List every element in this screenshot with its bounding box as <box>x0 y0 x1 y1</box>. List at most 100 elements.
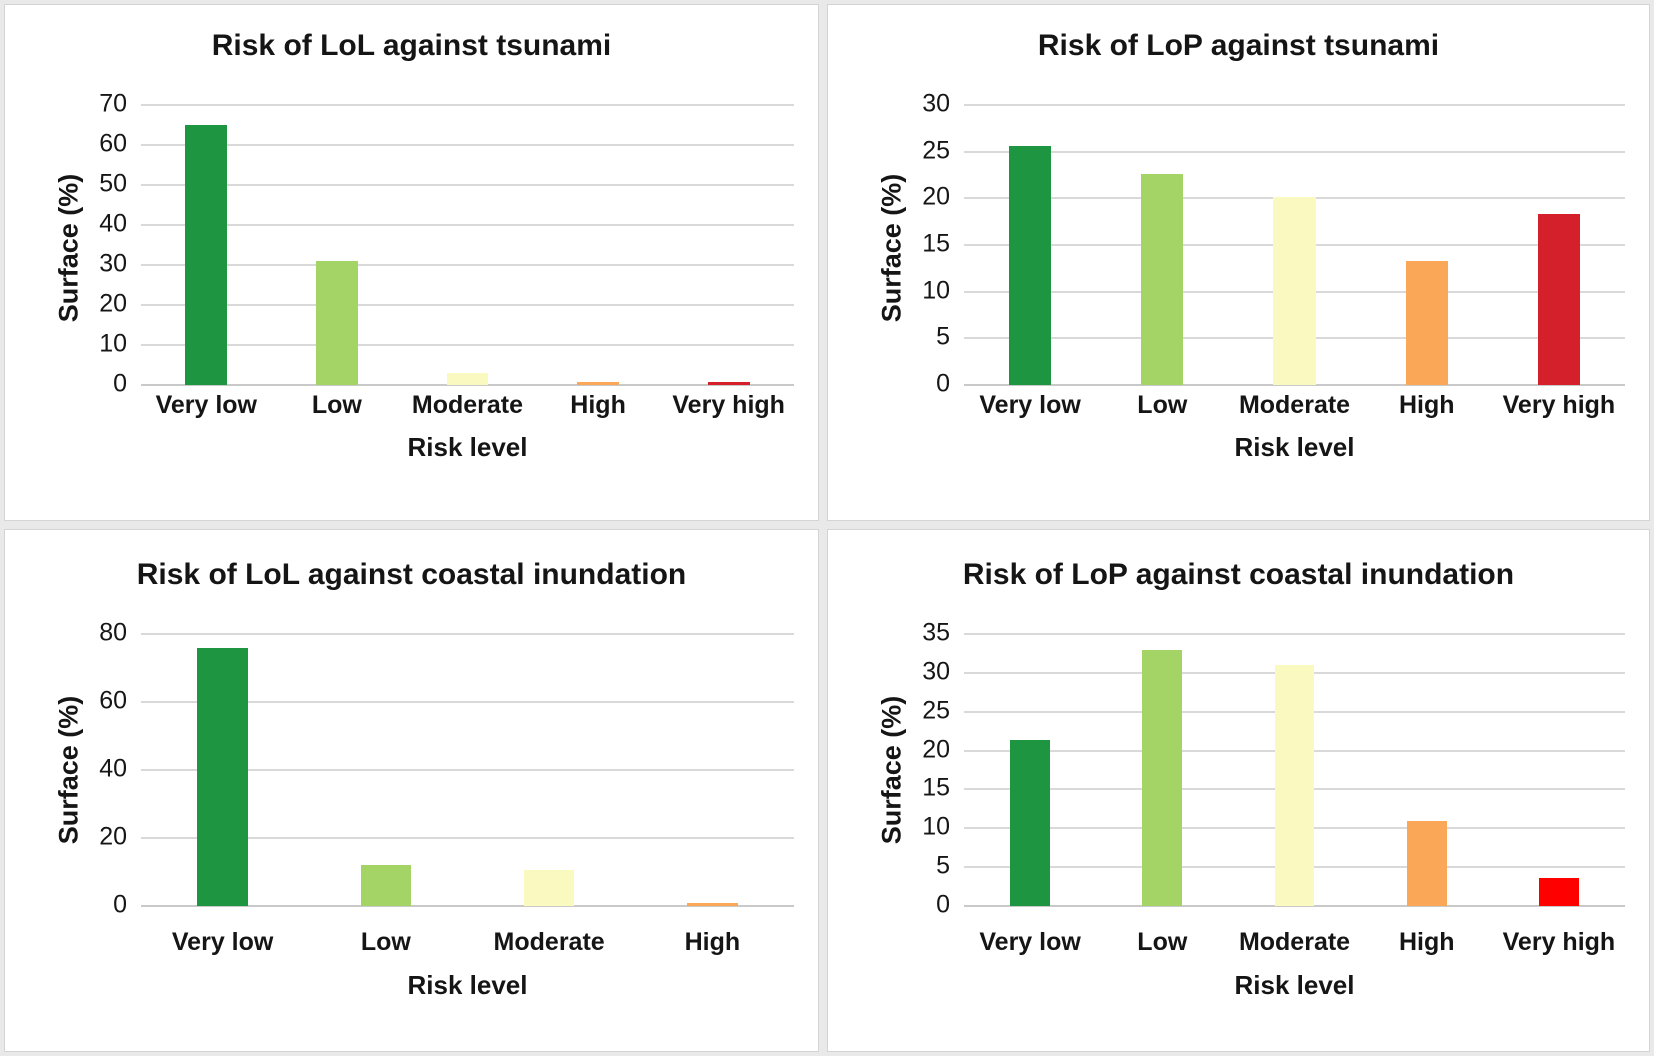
y-tick-label: 25 <box>922 696 950 725</box>
y-tick-label: 10 <box>922 812 950 841</box>
bar-high <box>1406 820 1447 906</box>
gridline-y-60 <box>141 701 794 703</box>
y-axis-title: Surface (%) <box>876 173 907 323</box>
x-axis-category-labels: Very low Low Moderate High <box>141 928 794 957</box>
bar-moderate <box>1273 197 1316 385</box>
y-tick-label: 40 <box>99 209 127 238</box>
x-axis-category-labels: Very low Low Moderate High Very high <box>964 928 1625 957</box>
x-category-label: Low <box>1137 928 1188 956</box>
y-tick-label: 20 <box>922 735 950 764</box>
plot-area: 0 20 40 60 80 <box>99 620 794 917</box>
bars-row <box>141 105 794 385</box>
y-axis-title: Surface (%) <box>53 695 84 845</box>
y-tick-label: 80 <box>99 618 127 647</box>
chart-panel-lop-coastal-inundation: Risk of LoP against coastal inundation S… <box>827 529 1650 1052</box>
bar-slot <box>304 634 467 906</box>
gridline-y-25 <box>964 150 1625 153</box>
bars-row <box>141 634 794 906</box>
y-tick-label: 0 <box>936 369 950 398</box>
x-category-label: Very high <box>1502 391 1616 419</box>
bar-slot <box>533 105 664 385</box>
bar-low <box>1141 174 1184 385</box>
bar-very-high <box>707 381 750 385</box>
gridline-y-80 <box>141 633 794 635</box>
bar-slot <box>141 105 272 385</box>
y-tick-label: 20 <box>99 822 127 851</box>
bar-moderate <box>446 373 489 385</box>
x-axis-title: Risk level <box>407 432 528 462</box>
x-category-label: Low <box>360 928 411 956</box>
bar-slot <box>1361 105 1493 385</box>
x-category-label: High <box>684 928 741 956</box>
y-tick-label: 5 <box>936 851 950 880</box>
y-tick-label: 60 <box>99 129 127 158</box>
gridline-y-10 <box>141 344 794 346</box>
bar-slot <box>631 634 794 906</box>
x-category-label: Moderate <box>493 928 605 956</box>
bar-very-low <box>1010 740 1050 906</box>
chart-title: Risk of LoP against coastal inundation <box>962 558 1515 591</box>
plot-area: 0 10 20 30 40 50 60 70 <box>99 91 794 396</box>
x-category-label: Very low <box>171 928 274 956</box>
x-axis-category-labels: Very low Low Moderate High Very high <box>141 391 794 420</box>
gridline-y-40 <box>141 224 794 226</box>
bar-low <box>1142 649 1183 906</box>
y-tick-label: 30 <box>922 657 950 686</box>
bar-slot <box>141 634 304 906</box>
bar-slot <box>1096 105 1228 385</box>
y-tick-label: 60 <box>99 686 127 715</box>
y-tick-label: 70 <box>99 89 127 118</box>
bar-low <box>316 261 358 385</box>
x-category-label: Very high <box>672 391 785 419</box>
y-tick-label: 0 <box>936 890 950 919</box>
y-tick-label: 40 <box>99 754 127 783</box>
chart-title: Risk of LoL against tsunami <box>211 29 612 62</box>
x-category-label: Low <box>311 391 362 419</box>
gridline-y-60 <box>141 144 794 146</box>
y-tick-label: 10 <box>99 329 127 358</box>
bar-very-high <box>1537 214 1581 385</box>
y-tick-label: 35 <box>922 618 950 647</box>
x-category-label: Moderate <box>411 391 524 419</box>
gridline-y-70 <box>141 104 794 106</box>
x-category-label: High <box>1398 928 1455 956</box>
gridline-y-0 <box>964 905 1625 907</box>
bar-moderate <box>1274 665 1315 906</box>
gridline-y-50 <box>141 184 794 186</box>
bar-slot <box>663 105 794 385</box>
y-tick-label: 30 <box>922 89 950 118</box>
gridline-y-20 <box>141 837 794 839</box>
x-category-label: Very low <box>979 391 1081 419</box>
chart-panel-lop-tsunami: Risk of LoP against tsunami Surface (%) … <box>827 4 1650 521</box>
x-category-label: High <box>1398 391 1455 419</box>
y-tick-label: 50 <box>99 169 127 198</box>
y-tick-label: 5 <box>936 322 950 351</box>
gridline-y-0 <box>141 905 794 907</box>
y-tick-label: 25 <box>922 136 950 165</box>
y-tick-label: 20 <box>922 182 950 211</box>
y-tick-label: 30 <box>99 249 127 278</box>
bar-slot <box>272 105 403 385</box>
bars-row <box>964 634 1625 906</box>
y-axis-title: Surface (%) <box>53 173 84 323</box>
bar-high <box>1405 260 1448 385</box>
bar-slot <box>964 105 1096 385</box>
gridline-y-30 <box>141 264 794 266</box>
bar-very-low <box>197 647 248 906</box>
x-category-label: High <box>570 391 626 419</box>
x-axis-title: Risk level <box>1234 970 1355 1000</box>
bar-slot <box>1096 634 1228 906</box>
gridline-y-0 <box>141 384 794 386</box>
bar-very-low <box>185 125 228 385</box>
y-tick-label: 0 <box>113 369 127 398</box>
gridline-y-20 <box>141 304 794 306</box>
x-axis-category-labels: Very low Low Moderate High Very high <box>964 391 1625 420</box>
plot-area: 0 5 10 15 20 25 30 35 <box>922 620 1625 917</box>
y-tick-label: 15 <box>922 229 950 258</box>
y-tick-label: 15 <box>922 773 950 802</box>
chart-title: Risk of LoP against tsunami <box>1037 29 1440 62</box>
bar-low <box>360 865 412 906</box>
bar-slot <box>1361 634 1493 906</box>
x-category-label: Moderate <box>1238 928 1351 956</box>
x-category-label: Moderate <box>1238 391 1351 419</box>
